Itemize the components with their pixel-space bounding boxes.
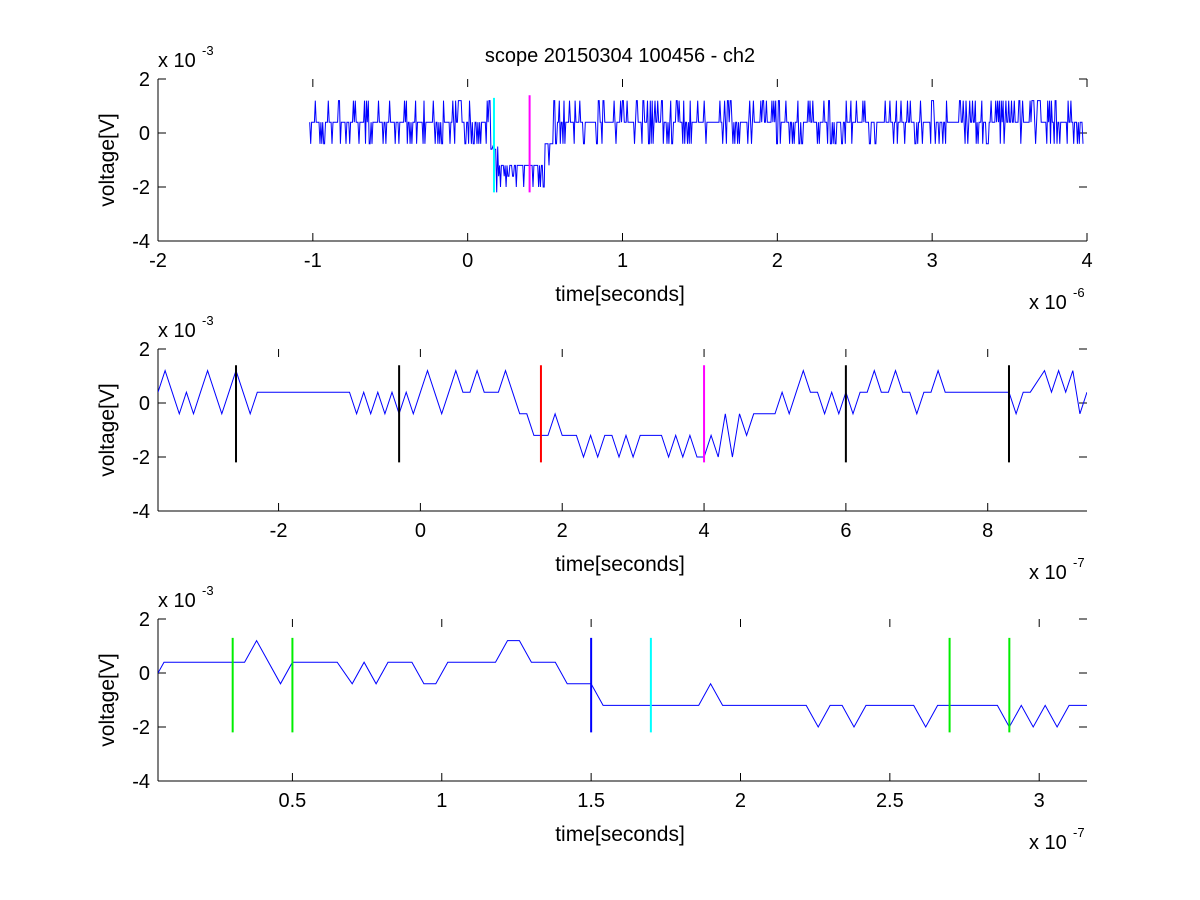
y-exponent: -3 — [202, 43, 214, 58]
x-tick-label: 4 — [1081, 250, 1092, 272]
y-multiplier: x 10 — [158, 50, 196, 72]
x-exponent: -6 — [1073, 285, 1085, 300]
x-tick-label: -2 — [270, 520, 288, 542]
series-line — [309, 100, 1084, 193]
y-axis-label: voltage[V] — [96, 113, 119, 206]
y-tick-label: 0 — [139, 393, 150, 415]
x-axis-label: time[seconds] — [555, 283, 685, 306]
y-exponent: -3 — [202, 583, 214, 598]
x-axis-label: time[seconds] — [555, 553, 685, 576]
x-multiplier: x 10 — [1029, 562, 1067, 584]
x-multiplier: x 10 — [1029, 292, 1067, 314]
y-tick-label: -4 — [132, 231, 150, 253]
panel-2: -2 0 2 4 6 8 -4 -2 0 2 x 10 -3 x 10 -7 time[seconds] vo… — [96, 313, 1087, 584]
y-multiplier: x 10 — [158, 590, 196, 612]
x-axis-label: time[seconds] — [555, 823, 685, 846]
y-tick-label: 2 — [139, 69, 150, 91]
x-tick-label: 2 — [735, 790, 746, 812]
panel-3: 0.5 1 1.5 2 2.5 3 -4 -2 0 2 x 10 -3 x 10 -7 time[secon… — [96, 583, 1087, 854]
x-exponent: -7 — [1073, 825, 1085, 840]
x-tick-label: -1 — [304, 250, 322, 272]
y-tick-label: -2 — [132, 717, 150, 739]
x-tick-label: 2 — [772, 250, 783, 272]
y-tick-label: -2 — [132, 447, 150, 469]
x-tick-label: 1.5 — [577, 790, 605, 812]
x-tick-label: -2 — [149, 250, 167, 272]
x-tick-label: 4 — [698, 520, 709, 542]
x-tick-label: 2.5 — [876, 790, 904, 812]
x-tick-label: 1 — [436, 790, 447, 812]
series-line — [158, 368, 1087, 459]
y-tick-label: -4 — [132, 771, 150, 793]
y-axis-label: voltage[V] — [96, 383, 119, 476]
x-tick-label: 0 — [415, 520, 426, 542]
x-exponent: -7 — [1073, 555, 1085, 570]
y-exponent: -3 — [202, 313, 214, 328]
x-tick-label: 6 — [840, 520, 851, 542]
y-multiplier: x 10 — [158, 320, 196, 342]
x-tick-label: 2 — [557, 520, 568, 542]
x-tick-label: 0 — [462, 250, 473, 272]
y-tick-label: 2 — [139, 609, 150, 631]
x-multiplier: x 10 — [1029, 832, 1067, 854]
y-axis-label: voltage[V] — [96, 653, 119, 746]
y-tick-label: 2 — [139, 339, 150, 361]
x-tick-label: 3 — [1034, 790, 1045, 812]
figure-title: scope 20150304 100456 - ch2 — [485, 45, 755, 67]
x-tick-label: 3 — [927, 250, 938, 272]
x-tick-label: 8 — [982, 520, 993, 542]
x-tick-label: 1 — [617, 250, 628, 272]
y-tick-label: 0 — [139, 663, 150, 685]
series-line — [158, 639, 1087, 729]
y-tick-label: -2 — [132, 177, 150, 199]
y-tick-label: 0 — [139, 123, 150, 145]
y-tick-label: -4 — [132, 501, 150, 523]
x-tick-label: 0.5 — [279, 790, 307, 812]
